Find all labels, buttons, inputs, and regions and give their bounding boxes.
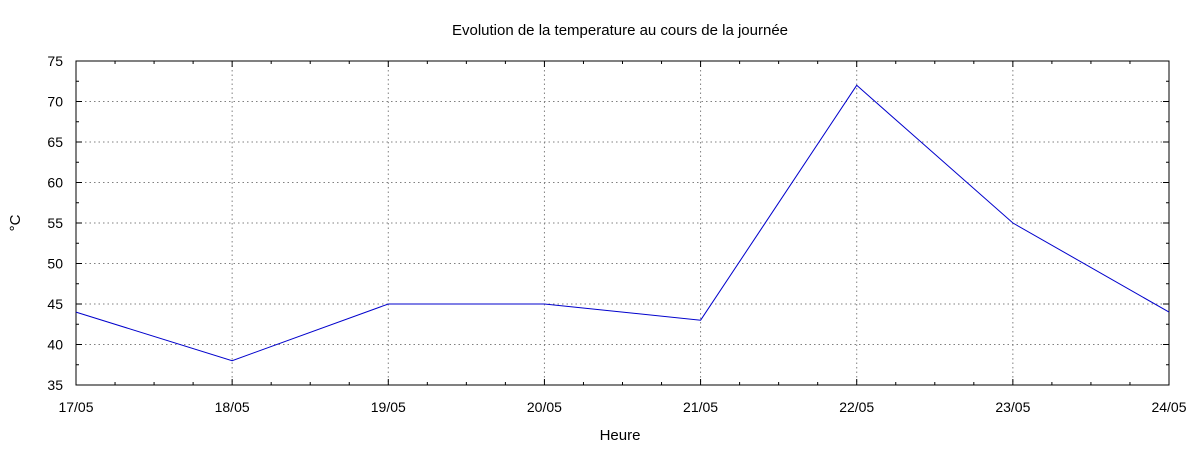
x-tick-label: 22/05 [839, 399, 874, 415]
y-tick-label: 75 [47, 53, 63, 69]
axis-ticks [75, 60, 1170, 386]
y-tick-label: 50 [47, 256, 63, 272]
x-tick-label: 18/05 [215, 399, 250, 415]
y-tick-label: 60 [47, 175, 63, 191]
series-line [75, 84, 1170, 362]
x-tick-label: 24/05 [1151, 399, 1186, 415]
chart-title: Evolution de la temperature au cours de … [452, 22, 788, 39]
x-tick-label: 19/05 [371, 399, 406, 415]
y-tick-label: 35 [47, 377, 63, 393]
y-tick-label: 65 [47, 134, 63, 150]
y-tick-labels: 35 40 45 50 55 60 65 70 75 [47, 53, 63, 393]
y-tick-label: 55 [47, 215, 63, 231]
y-tick-label: 45 [47, 296, 63, 312]
x-tick-label: 17/05 [58, 399, 93, 415]
x-tick-label: 20/05 [527, 399, 562, 415]
x-tick-label: 23/05 [995, 399, 1030, 415]
y-tick-label: 40 [47, 337, 63, 353]
y-axis-label: °C [7, 214, 24, 231]
plot-frame [75, 60, 1170, 386]
grid-lines [76, 61, 1169, 385]
x-tick-labels: 17/05 18/05 19/05 20/05 21/05 22/05 23/05 24/05 [58, 399, 1186, 415]
series-layer [75, 84, 1170, 362]
x-axis-label: Heure [600, 427, 641, 444]
y-tick-label: 70 [47, 94, 63, 110]
x-tick-label: 21/05 [683, 399, 718, 415]
